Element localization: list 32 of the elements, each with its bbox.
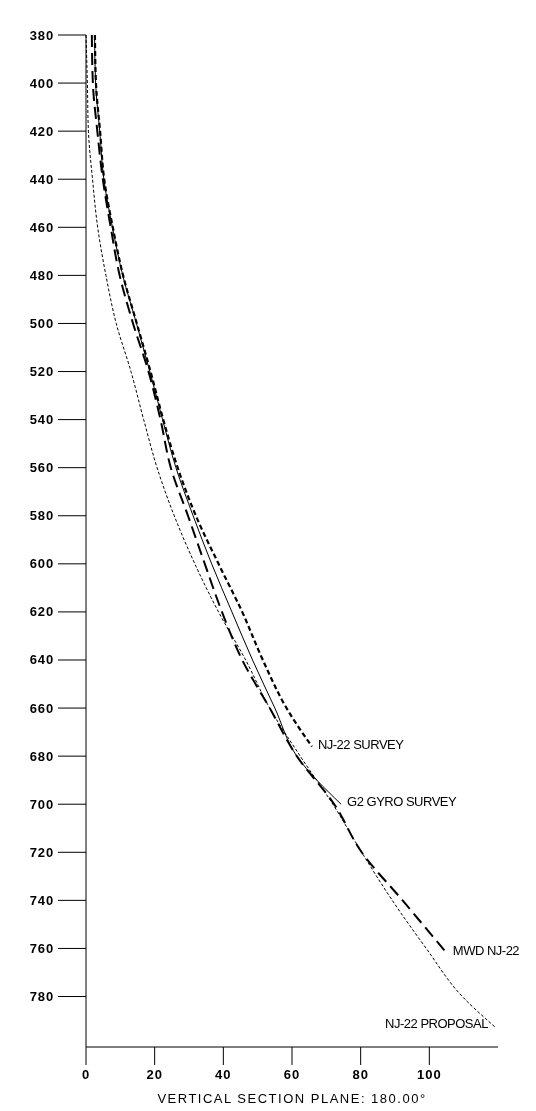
series-label: G2 GYRO SURVEY <box>347 794 457 810</box>
y-tick-label: 420 <box>29 123 55 139</box>
y-tick-label: 500 <box>29 315 55 331</box>
y-tick-label: 520 <box>29 364 55 380</box>
y-tick-label: 780 <box>29 989 55 1005</box>
y-tick-label: 640 <box>29 652 55 668</box>
y-tick-label: 660 <box>29 700 55 716</box>
y-tick-label: 480 <box>29 267 55 283</box>
series-label: MWD NJ-22 <box>452 943 520 959</box>
y-tick-label: 760 <box>29 940 55 956</box>
y-tick-label: 460 <box>29 219 55 235</box>
y-tick-label: 560 <box>29 460 55 476</box>
x-axis-title: VERTICAL SECTION PLANE: 180.00° <box>157 1091 427 1106</box>
y-tick-label: 720 <box>29 844 55 860</box>
x-tick-label: 0 <box>81 1067 91 1082</box>
x-tick-label: 80 <box>352 1067 369 1082</box>
x-tick-label: 20 <box>146 1067 163 1082</box>
y-tick-label: 580 <box>29 508 55 524</box>
y-tick-label: 540 <box>29 412 55 428</box>
series-label: NJ-22 SURVEY <box>317 736 405 752</box>
x-tick-label: 60 <box>283 1067 301 1082</box>
x-tick-label: 40 <box>215 1067 232 1082</box>
series-label: NJ-22 PROPOSAL <box>385 1015 489 1031</box>
y-tick-label: 440 <box>29 171 55 187</box>
y-tick-label: 400 <box>29 75 55 91</box>
y-tick-label: 600 <box>29 556 55 572</box>
y-tick-label: 620 <box>29 604 55 620</box>
y-tick-label: 700 <box>29 796 55 812</box>
x-tick-label: 100 <box>416 1067 442 1082</box>
y-tick-label: 680 <box>29 748 55 764</box>
y-tick-label: 380 <box>29 27 55 43</box>
y-tick-label: 740 <box>29 892 55 908</box>
